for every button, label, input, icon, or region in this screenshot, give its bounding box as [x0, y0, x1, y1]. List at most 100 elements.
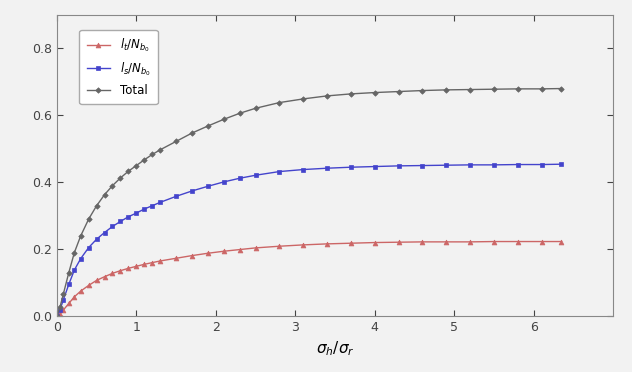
- $l_t/N_{b_0}$: [466, 240, 474, 244]
- Total: [188, 131, 196, 135]
- Total: [252, 106, 259, 110]
- $l_s/N_{b_0}$: [442, 163, 450, 167]
- Total: [173, 139, 180, 144]
- Total: [53, 314, 61, 318]
- $l_s/N_{b_0}$: [149, 203, 156, 208]
- $l_s/N_{b_0}$: [220, 180, 228, 184]
- $l_t/N_{b_0}$: [514, 239, 521, 244]
- $l_t/N_{b_0}$: [173, 256, 180, 260]
- Line: $l_s/N_{b_0}$: $l_s/N_{b_0}$: [55, 162, 564, 318]
- $l_t/N_{b_0}$: [204, 251, 212, 256]
- $l_s/N_{b_0}$: [59, 298, 67, 302]
- $l_s/N_{b_0}$: [395, 164, 403, 168]
- $l_s/N_{b_0}$: [347, 165, 355, 169]
- $l_t/N_{b_0}$: [85, 283, 92, 288]
- $l_t/N_{b_0}$: [56, 311, 64, 316]
- $l_t/N_{b_0}$: [220, 249, 228, 253]
- $l_s/N_{b_0}$: [204, 184, 212, 189]
- $l_t/N_{b_0}$: [100, 275, 108, 279]
- Total: [59, 292, 67, 297]
- Total: [149, 152, 156, 157]
- $l_t/N_{b_0}$: [188, 253, 196, 258]
- $l_s/N_{b_0}$: [65, 282, 73, 286]
- $l_t/N_{b_0}$: [371, 240, 379, 245]
- $l_s/N_{b_0}$: [538, 162, 545, 167]
- $l_s/N_{b_0}$: [514, 162, 521, 167]
- Total: [442, 88, 450, 92]
- $l_t/N_{b_0}$: [149, 260, 156, 265]
- $l_t/N_{b_0}$: [117, 269, 125, 273]
- $l_s/N_{b_0}$: [71, 268, 78, 272]
- Total: [140, 158, 148, 162]
- $l_s/N_{b_0}$: [371, 164, 379, 169]
- $l_t/N_{b_0}$: [442, 240, 450, 244]
- $l_s/N_{b_0}$: [156, 200, 164, 205]
- Total: [117, 176, 125, 180]
- Total: [156, 148, 164, 152]
- Line: $l_t/N_{b_0}$: $l_t/N_{b_0}$: [54, 239, 564, 319]
- $l_s/N_{b_0}$: [236, 176, 243, 180]
- $l_t/N_{b_0}$: [395, 240, 403, 244]
- Total: [514, 87, 521, 91]
- $l_t/N_{b_0}$: [71, 295, 78, 299]
- $l_s/N_{b_0}$: [418, 163, 426, 168]
- $l_t/N_{b_0}$: [252, 246, 259, 250]
- Total: [466, 87, 474, 92]
- Total: [220, 117, 228, 122]
- $l_t/N_{b_0}$: [490, 239, 497, 244]
- $l_s/N_{b_0}$: [125, 215, 132, 219]
- Total: [56, 305, 64, 309]
- Total: [371, 90, 379, 95]
- Total: [100, 192, 108, 197]
- Legend: $l_t/N_{b_0}$, $l_s/N_{b_0}$, Total: $l_t/N_{b_0}$, $l_s/N_{b_0}$, Total: [80, 30, 158, 104]
- $l_t/N_{b_0}$: [236, 247, 243, 252]
- $l_s/N_{b_0}$: [93, 237, 100, 241]
- $l_s/N_{b_0}$: [252, 173, 259, 177]
- $l_t/N_{b_0}$: [77, 289, 85, 293]
- Total: [109, 183, 116, 188]
- Total: [125, 169, 132, 173]
- $l_s/N_{b_0}$: [85, 246, 92, 250]
- Total: [77, 234, 85, 238]
- Total: [85, 217, 92, 221]
- $l_s/N_{b_0}$: [140, 207, 148, 211]
- $l_t/N_{b_0}$: [133, 264, 140, 269]
- $l_s/N_{b_0}$: [56, 307, 64, 312]
- $l_t/N_{b_0}$: [323, 242, 331, 246]
- $l_t/N_{b_0}$: [538, 239, 545, 244]
- $l_s/N_{b_0}$: [109, 224, 116, 229]
- $l_s/N_{b_0}$: [300, 167, 307, 172]
- $l_t/N_{b_0}$: [65, 301, 73, 306]
- Total: [538, 87, 545, 91]
- Total: [395, 89, 403, 94]
- Total: [65, 270, 73, 275]
- $l_s/N_{b_0}$: [173, 194, 180, 199]
- $l_t/N_{b_0}$: [125, 266, 132, 270]
- $l_t/N_{b_0}$: [557, 239, 565, 244]
- $l_s/N_{b_0}$: [466, 163, 474, 167]
- Total: [276, 100, 283, 105]
- Total: [71, 250, 78, 255]
- Total: [93, 203, 100, 208]
- $l_s/N_{b_0}$: [77, 256, 85, 261]
- Total: [418, 88, 426, 93]
- $l_t/N_{b_0}$: [418, 240, 426, 244]
- $l_t/N_{b_0}$: [276, 244, 283, 248]
- $l_t/N_{b_0}$: [347, 241, 355, 246]
- $l_t/N_{b_0}$: [59, 308, 67, 312]
- Line: Total: Total: [55, 87, 563, 318]
- $l_s/N_{b_0}$: [490, 163, 497, 167]
- $l_t/N_{b_0}$: [93, 278, 100, 283]
- $l_s/N_{b_0}$: [276, 169, 283, 174]
- Total: [347, 92, 355, 96]
- Total: [490, 87, 497, 92]
- $l_s/N_{b_0}$: [557, 162, 565, 166]
- $l_t/N_{b_0}$: [140, 262, 148, 266]
- $l_t/N_{b_0}$: [156, 259, 164, 263]
- $l_t/N_{b_0}$: [109, 271, 116, 276]
- Total: [557, 86, 565, 91]
- $l_s/N_{b_0}$: [323, 166, 331, 170]
- Total: [323, 94, 331, 98]
- $l_s/N_{b_0}$: [117, 219, 125, 224]
- Total: [300, 97, 307, 101]
